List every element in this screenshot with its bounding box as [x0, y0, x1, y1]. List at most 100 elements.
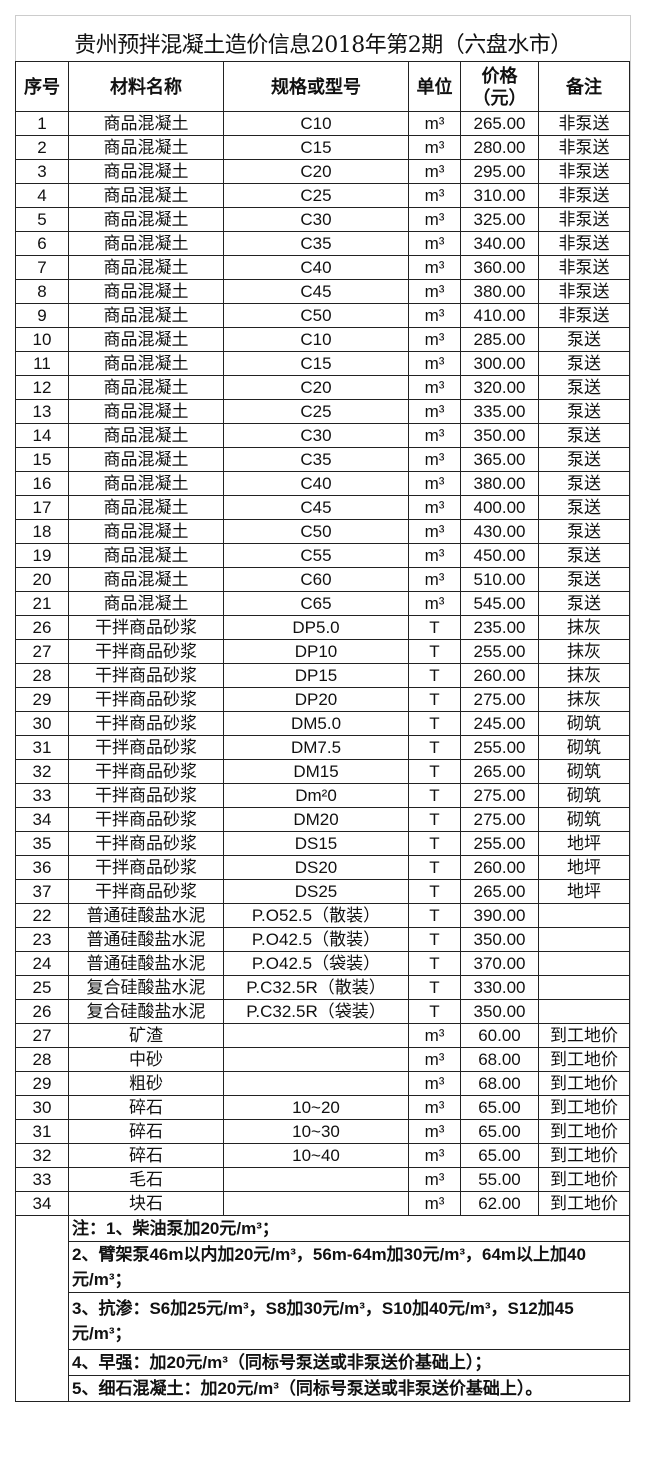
- cell-material: 干拌商品砂浆: [68, 783, 224, 808]
- cell-price: 255.00: [460, 639, 539, 664]
- cell-remark: 砌筑: [538, 783, 630, 808]
- cell-index: 28: [15, 1047, 69, 1072]
- cell-price: 65.00: [460, 1095, 539, 1120]
- cell-index: 37: [15, 879, 69, 904]
- cell-material: 商品混凝土: [68, 543, 224, 568]
- cell-remark: 地坪: [538, 855, 630, 880]
- cell-remark: 泵送: [538, 447, 630, 472]
- table-row: 24 普通硅酸盐水泥 P.O42.5（袋装） T 370.00: [15, 951, 630, 976]
- cell-unit: T: [408, 639, 461, 664]
- cell-spec: [223, 1167, 409, 1192]
- cell-index: 22: [15, 903, 69, 928]
- cell-index: 27: [15, 639, 69, 664]
- cell-remark: 泵送: [538, 327, 630, 352]
- cell-material: 商品混凝土: [68, 327, 224, 352]
- cell-remark: 非泵送: [538, 303, 630, 328]
- cell-material: 商品混凝土: [68, 111, 224, 136]
- cell-material: 商品混凝土: [68, 567, 224, 592]
- cell-spec: C45: [223, 495, 409, 520]
- cell-index: 21: [15, 591, 69, 616]
- cell-spec: DP5.0: [223, 615, 409, 640]
- cell-spec: DP20: [223, 687, 409, 712]
- table-row: 3 商品混凝土 C20 m³ 295.00 非泵送: [15, 159, 630, 184]
- cell-index: 31: [15, 735, 69, 760]
- cell-unit: m³: [408, 279, 461, 304]
- cell-spec: DM5.0: [223, 711, 409, 736]
- cell-material: 商品混凝土: [68, 519, 224, 544]
- table-row: 32 干拌商品砂浆 DM15 T 265.00 砌筑: [15, 759, 630, 784]
- cell-spec: DS20: [223, 855, 409, 880]
- cell-spec: 10~40: [223, 1143, 409, 1168]
- cell-material: 商品混凝土: [68, 207, 224, 232]
- cell-remark: 抹灰: [538, 663, 630, 688]
- cell-price: 255.00: [460, 735, 539, 760]
- cell-unit: m³: [408, 1119, 461, 1144]
- table-row: 23 普通硅酸盐水泥 P.O42.5（散装） T 350.00: [15, 927, 630, 952]
- header-row: 序号 材料名称 规格或型号 单位 价格 （元） 备注: [15, 61, 630, 112]
- cell-spec: C25: [223, 399, 409, 424]
- cell-remark: 到工地价: [538, 1119, 630, 1144]
- table-row: 4 商品混凝土 C25 m³ 310.00 非泵送: [15, 183, 630, 208]
- cell-remark: 非泵送: [538, 231, 630, 256]
- cell-index: 9: [15, 303, 69, 328]
- note-text: 5、细石混凝土：加20元/m³（同标号泵送或非泵送价基础上）。: [68, 1375, 630, 1402]
- header-unit: 单位: [408, 61, 461, 112]
- cell-spec: C10: [223, 327, 409, 352]
- table-row: 22 普通硅酸盐水泥 P.O52.5（散装） T 390.00: [15, 903, 630, 928]
- cell-price: 275.00: [460, 687, 539, 712]
- cell-unit: m³: [408, 303, 461, 328]
- cell-unit: T: [408, 663, 461, 688]
- cell-index: 23: [15, 927, 69, 952]
- cell-index: 35: [15, 831, 69, 856]
- cell-material: 商品混凝土: [68, 255, 224, 280]
- cell-material: 干拌商品砂浆: [68, 879, 224, 904]
- cell-index: 14: [15, 423, 69, 448]
- table-row: 20 商品混凝土 C60 m³ 510.00 泵送: [15, 567, 630, 592]
- header-spec: 规格或型号: [223, 61, 409, 112]
- note-spacer: [15, 1215, 69, 1402]
- cell-unit: T: [408, 783, 461, 808]
- table-row: 31 干拌商品砂浆 DM7.5 T 255.00 砌筑: [15, 735, 630, 760]
- cell-material: 干拌商品砂浆: [68, 663, 224, 688]
- cell-price: 275.00: [460, 783, 539, 808]
- cell-price: 62.00: [460, 1191, 539, 1216]
- cell-index: 13: [15, 399, 69, 424]
- cell-material: 商品混凝土: [68, 351, 224, 376]
- table-row: 29 粗砂 m³ 68.00 到工地价: [15, 1071, 630, 1096]
- cell-unit: m³: [408, 567, 461, 592]
- cell-spec: C65: [223, 591, 409, 616]
- cell-material: 普通硅酸盐水泥: [68, 927, 224, 952]
- cell-unit: T: [408, 903, 461, 928]
- cell-spec: [223, 1191, 409, 1216]
- cell-material: 碎石: [68, 1119, 224, 1144]
- cell-index: 1: [15, 111, 69, 136]
- table-row: 30 碎石 10~20 m³ 65.00 到工地价: [15, 1095, 630, 1120]
- cell-index: 24: [15, 951, 69, 976]
- cell-spec: DM7.5: [223, 735, 409, 760]
- cell-index: 29: [15, 1071, 69, 1096]
- cell-unit: m³: [408, 111, 461, 136]
- cell-index: 28: [15, 663, 69, 688]
- cell-price: 265.00: [460, 111, 539, 136]
- cell-material: 商品混凝土: [68, 279, 224, 304]
- cell-material: 干拌商品砂浆: [68, 759, 224, 784]
- table-row: 28 干拌商品砂浆 DP15 T 260.00 抹灰: [15, 663, 630, 688]
- cell-unit: T: [408, 927, 461, 952]
- cell-unit: m³: [408, 207, 461, 232]
- cell-price: 65.00: [460, 1143, 539, 1168]
- cell-index: 26: [15, 999, 69, 1024]
- cell-unit: m³: [408, 231, 461, 256]
- cell-remark: 到工地价: [538, 1047, 630, 1072]
- cell-index: 19: [15, 543, 69, 568]
- cell-index: 34: [15, 807, 69, 832]
- cell-remark: 到工地价: [538, 1143, 630, 1168]
- cell-unit: m³: [408, 471, 461, 496]
- table-row: 26 复合硅酸盐水泥 P.C32.5R（袋装） T 350.00: [15, 999, 630, 1024]
- table-row: 34 干拌商品砂浆 DM20 T 275.00 砌筑: [15, 807, 630, 832]
- cell-material: 商品混凝土: [68, 423, 224, 448]
- table-row: 8 商品混凝土 C45 m³ 380.00 非泵送: [15, 279, 630, 304]
- table-row: 26 干拌商品砂浆 DP5.0 T 235.00 抹灰: [15, 615, 630, 640]
- cell-unit: m³: [408, 255, 461, 280]
- cell-price: 370.00: [460, 951, 539, 976]
- cell-spec: C30: [223, 207, 409, 232]
